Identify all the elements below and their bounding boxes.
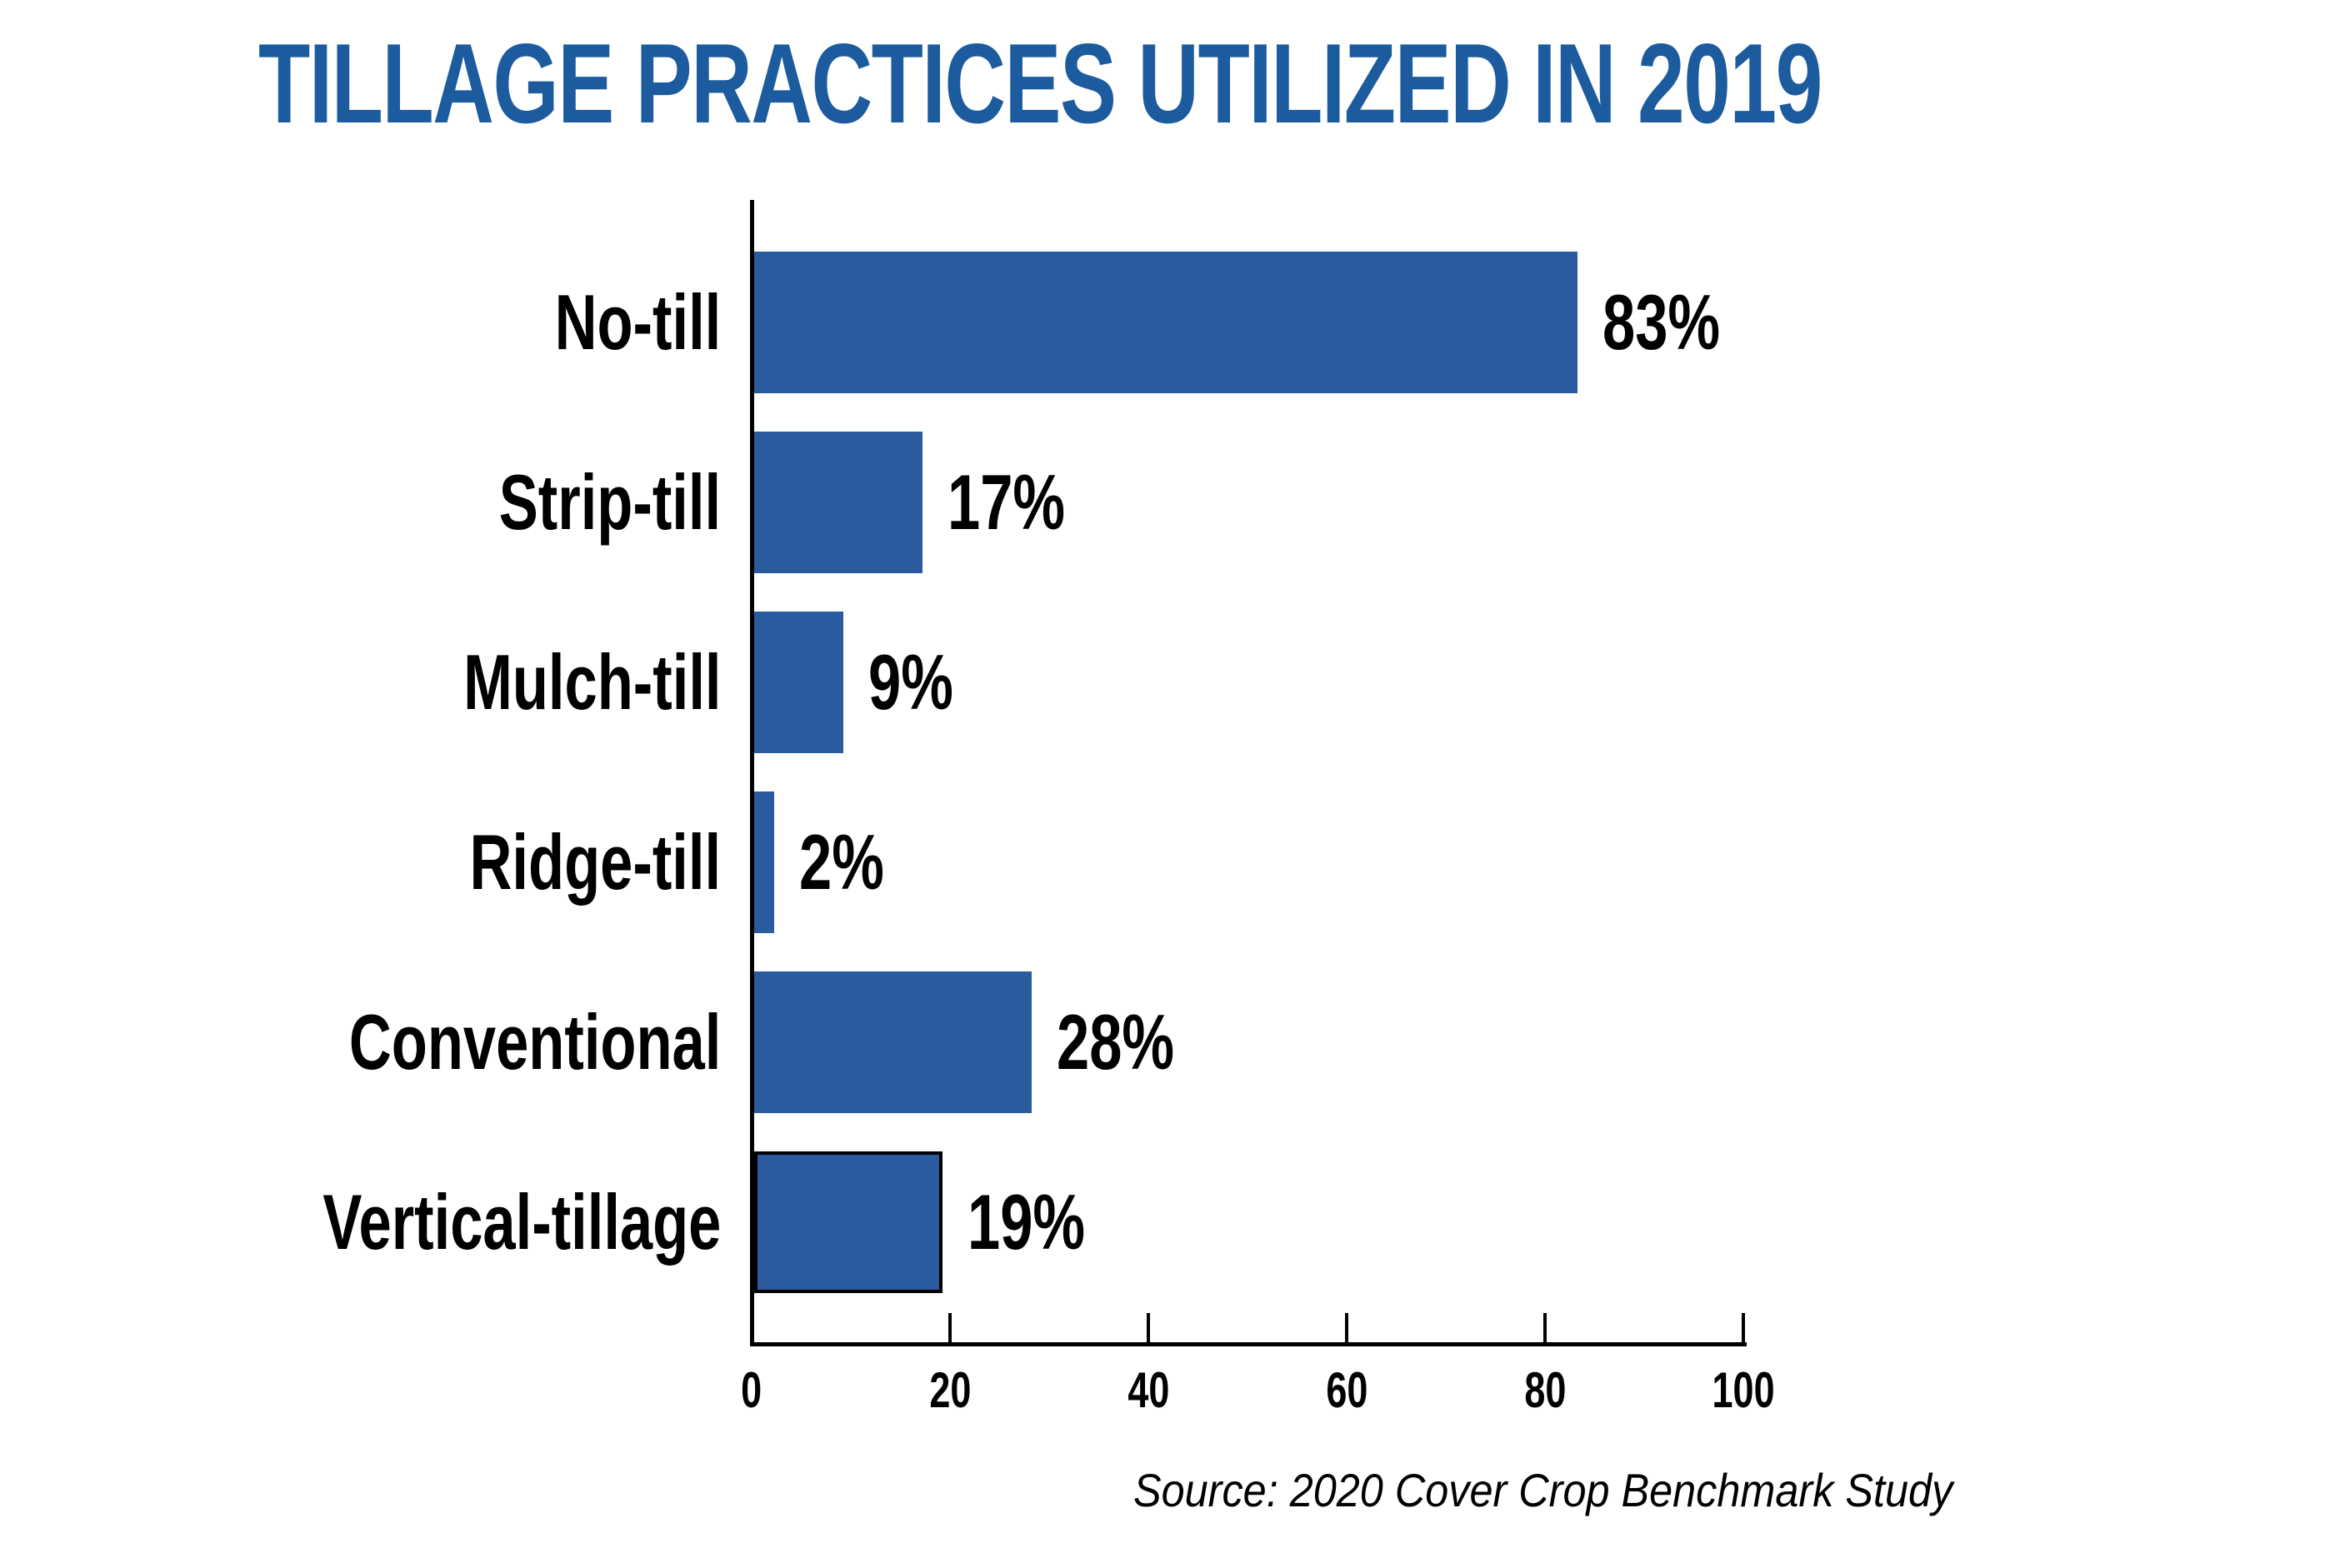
tick-label: 0: [677, 1356, 827, 1423]
value-label-text: 19%: [968, 1178, 1086, 1266]
value-label-text: 2%: [799, 818, 884, 906]
tick-label-text: 100: [1712, 1361, 1775, 1418]
tick-label-text: 40: [1127, 1361, 1170, 1418]
source-note: Source: 2020 Cover Crop Benchmark Study: [1133, 1464, 1953, 1516]
category-label-text: No-till: [554, 278, 721, 366]
value-label: 17%: [948, 432, 1104, 573]
category-label: Vertical-tillage: [0, 1151, 721, 1293]
value-label: 28%: [1057, 971, 1213, 1113]
tick-label: 80: [1470, 1356, 1620, 1423]
tick-label: 40: [1073, 1356, 1223, 1423]
x-axis-line: [750, 1342, 1747, 1346]
category-label-text: Strip-till: [498, 458, 721, 546]
tick-label: 60: [1272, 1356, 1422, 1423]
tick-label: 100: [1668, 1356, 1818, 1423]
tick-label-text: 60: [1325, 1361, 1368, 1418]
category-label: Strip-till: [0, 432, 721, 573]
tick-label: 20: [875, 1356, 1025, 1423]
bar: [754, 252, 1578, 393]
category-label: No-till: [0, 252, 721, 393]
value-label: 83%: [1602, 252, 1759, 393]
bar: [754, 612, 843, 753]
value-label: 2%: [799, 791, 912, 933]
value-label: 9%: [868, 612, 982, 753]
tick-mark: [1147, 1313, 1150, 1342]
tick-mark: [1345, 1313, 1348, 1342]
category-label: Ridge-till: [0, 791, 721, 933]
tick-label-text: 80: [1523, 1361, 1567, 1418]
value-label-text: 83%: [1602, 278, 1721, 366]
category-label-text: Mulch-till: [462, 638, 721, 726]
tick-mark: [1742, 1313, 1745, 1342]
category-label-text: Conventional: [348, 998, 721, 1086]
bar: [754, 791, 774, 933]
bar: [754, 432, 922, 573]
value-label-text: 28%: [1057, 998, 1175, 1086]
bar: [754, 971, 1032, 1113]
tick-label-text: 0: [741, 1361, 762, 1418]
category-label-text: Ridge-till: [469, 818, 721, 906]
category-label-text: Vertical-tillage: [322, 1178, 721, 1266]
tick-mark: [948, 1313, 952, 1342]
value-label-text: 17%: [948, 458, 1066, 546]
value-label: 19%: [968, 1151, 1124, 1293]
bar: [754, 1151, 942, 1293]
tick-label-text: 20: [928, 1361, 972, 1418]
value-label-text: 9%: [868, 638, 953, 726]
chart-title: TILLAGE PRACTICES UTILIZED IN 2019: [258, 20, 1822, 147]
tick-mark: [1543, 1313, 1547, 1342]
category-label: Mulch-till: [0, 612, 721, 753]
category-label: Conventional: [0, 971, 721, 1113]
y-axis-line: [750, 200, 754, 1346]
